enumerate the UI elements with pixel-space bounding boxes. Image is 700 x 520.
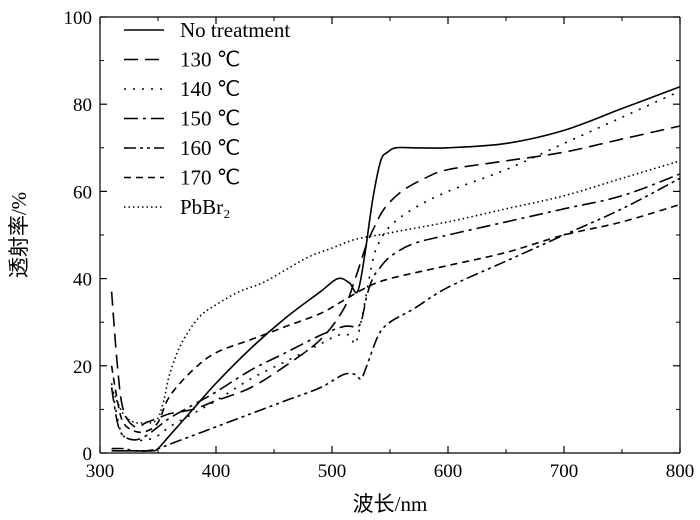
legend-label: No treatment: [180, 18, 290, 42]
x-tick-label: 600: [434, 461, 463, 482]
x-axis-title: 波长/nm: [353, 492, 428, 516]
y-tick-label: 100: [64, 8, 93, 29]
legend: No treatment 130 ℃ 140 ℃ 150 ℃ 160 ℃ 170 ℃ PbB…: [124, 18, 290, 219]
series-line-pbbr: [110, 160, 681, 424]
x-tick-label: 400: [202, 461, 231, 482]
x-tick-label: 300: [86, 461, 115, 482]
y-tick-label: 40: [73, 270, 92, 291]
series-lines: [110, 86, 681, 452]
legend-label: PbBr₂: [180, 195, 231, 219]
x-tick-label: 500: [318, 461, 347, 482]
legend-label: 130 ℃: [180, 48, 240, 72]
y-axis-title: 透射率/%: [7, 192, 31, 278]
y-tick-label: 0: [83, 444, 93, 465]
legend-label: 140 ℃: [180, 77, 240, 101]
series-line-no-treatment: [111, 86, 681, 452]
x-tick-label: 800: [666, 461, 695, 482]
series-line-160: [111, 177, 681, 452]
y-tick-label: 80: [73, 95, 92, 116]
series-line-170: [110, 203, 681, 434]
y-tick-label: 60: [73, 182, 92, 203]
axis-ticks: 300 400 500 600 700 800 0 20 40 60 80 100: [64, 8, 695, 482]
x-tick-label: 700: [550, 461, 579, 482]
series-line-150: [110, 173, 681, 441]
legend-label: 170 ℃: [180, 166, 240, 190]
y-tick-label: 20: [73, 357, 92, 378]
legend-label: 150 ℃: [180, 107, 240, 131]
legend-label: 160 ℃: [180, 136, 240, 160]
